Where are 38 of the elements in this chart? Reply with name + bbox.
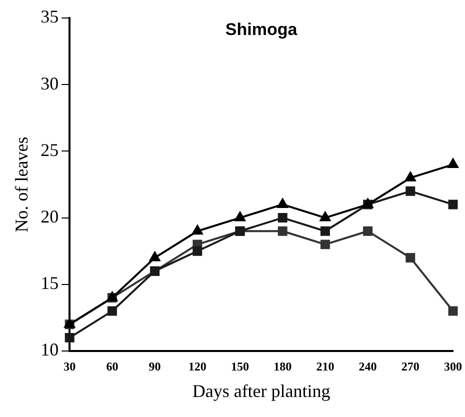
x-tick-label: 30 xyxy=(64,359,76,374)
x-axis-title: Days after planting xyxy=(192,380,330,401)
y-tick-label: 30 xyxy=(40,73,59,94)
point xyxy=(404,171,416,182)
point xyxy=(320,240,330,250)
point xyxy=(64,332,74,342)
y-tick-label: 20 xyxy=(40,206,59,227)
y-tick-label: 35 xyxy=(40,6,59,27)
point xyxy=(320,226,330,236)
point xyxy=(320,211,331,222)
x-tick-label: 270 xyxy=(401,359,420,374)
point xyxy=(192,246,202,256)
point xyxy=(107,306,117,316)
point xyxy=(234,211,246,222)
point xyxy=(278,213,288,223)
chart-title: Shimoga xyxy=(225,20,298,40)
x-tick-label: 150 xyxy=(231,359,249,374)
point xyxy=(192,224,204,235)
x-tick-label: 210 xyxy=(316,359,334,374)
point xyxy=(447,158,459,168)
x-tick-label: 60 xyxy=(106,359,118,374)
x-tick-label: 300 xyxy=(444,359,462,374)
point xyxy=(278,226,288,236)
x-tick-label: 90 xyxy=(148,359,161,374)
point xyxy=(149,251,160,262)
y-axis-title: No. of leaves xyxy=(12,136,32,232)
point xyxy=(448,306,458,316)
point xyxy=(448,200,458,210)
point xyxy=(363,226,373,236)
x-tick-label: 180 xyxy=(274,359,292,374)
point xyxy=(276,198,288,208)
x-tick-label: 120 xyxy=(188,359,206,374)
point xyxy=(406,253,416,263)
y-tick-label: 10 xyxy=(40,340,59,360)
point xyxy=(406,186,416,196)
x-tick-label: 240 xyxy=(358,359,377,374)
y-tick-label: 25 xyxy=(40,140,59,160)
y-tick-label: 15 xyxy=(40,273,59,294)
